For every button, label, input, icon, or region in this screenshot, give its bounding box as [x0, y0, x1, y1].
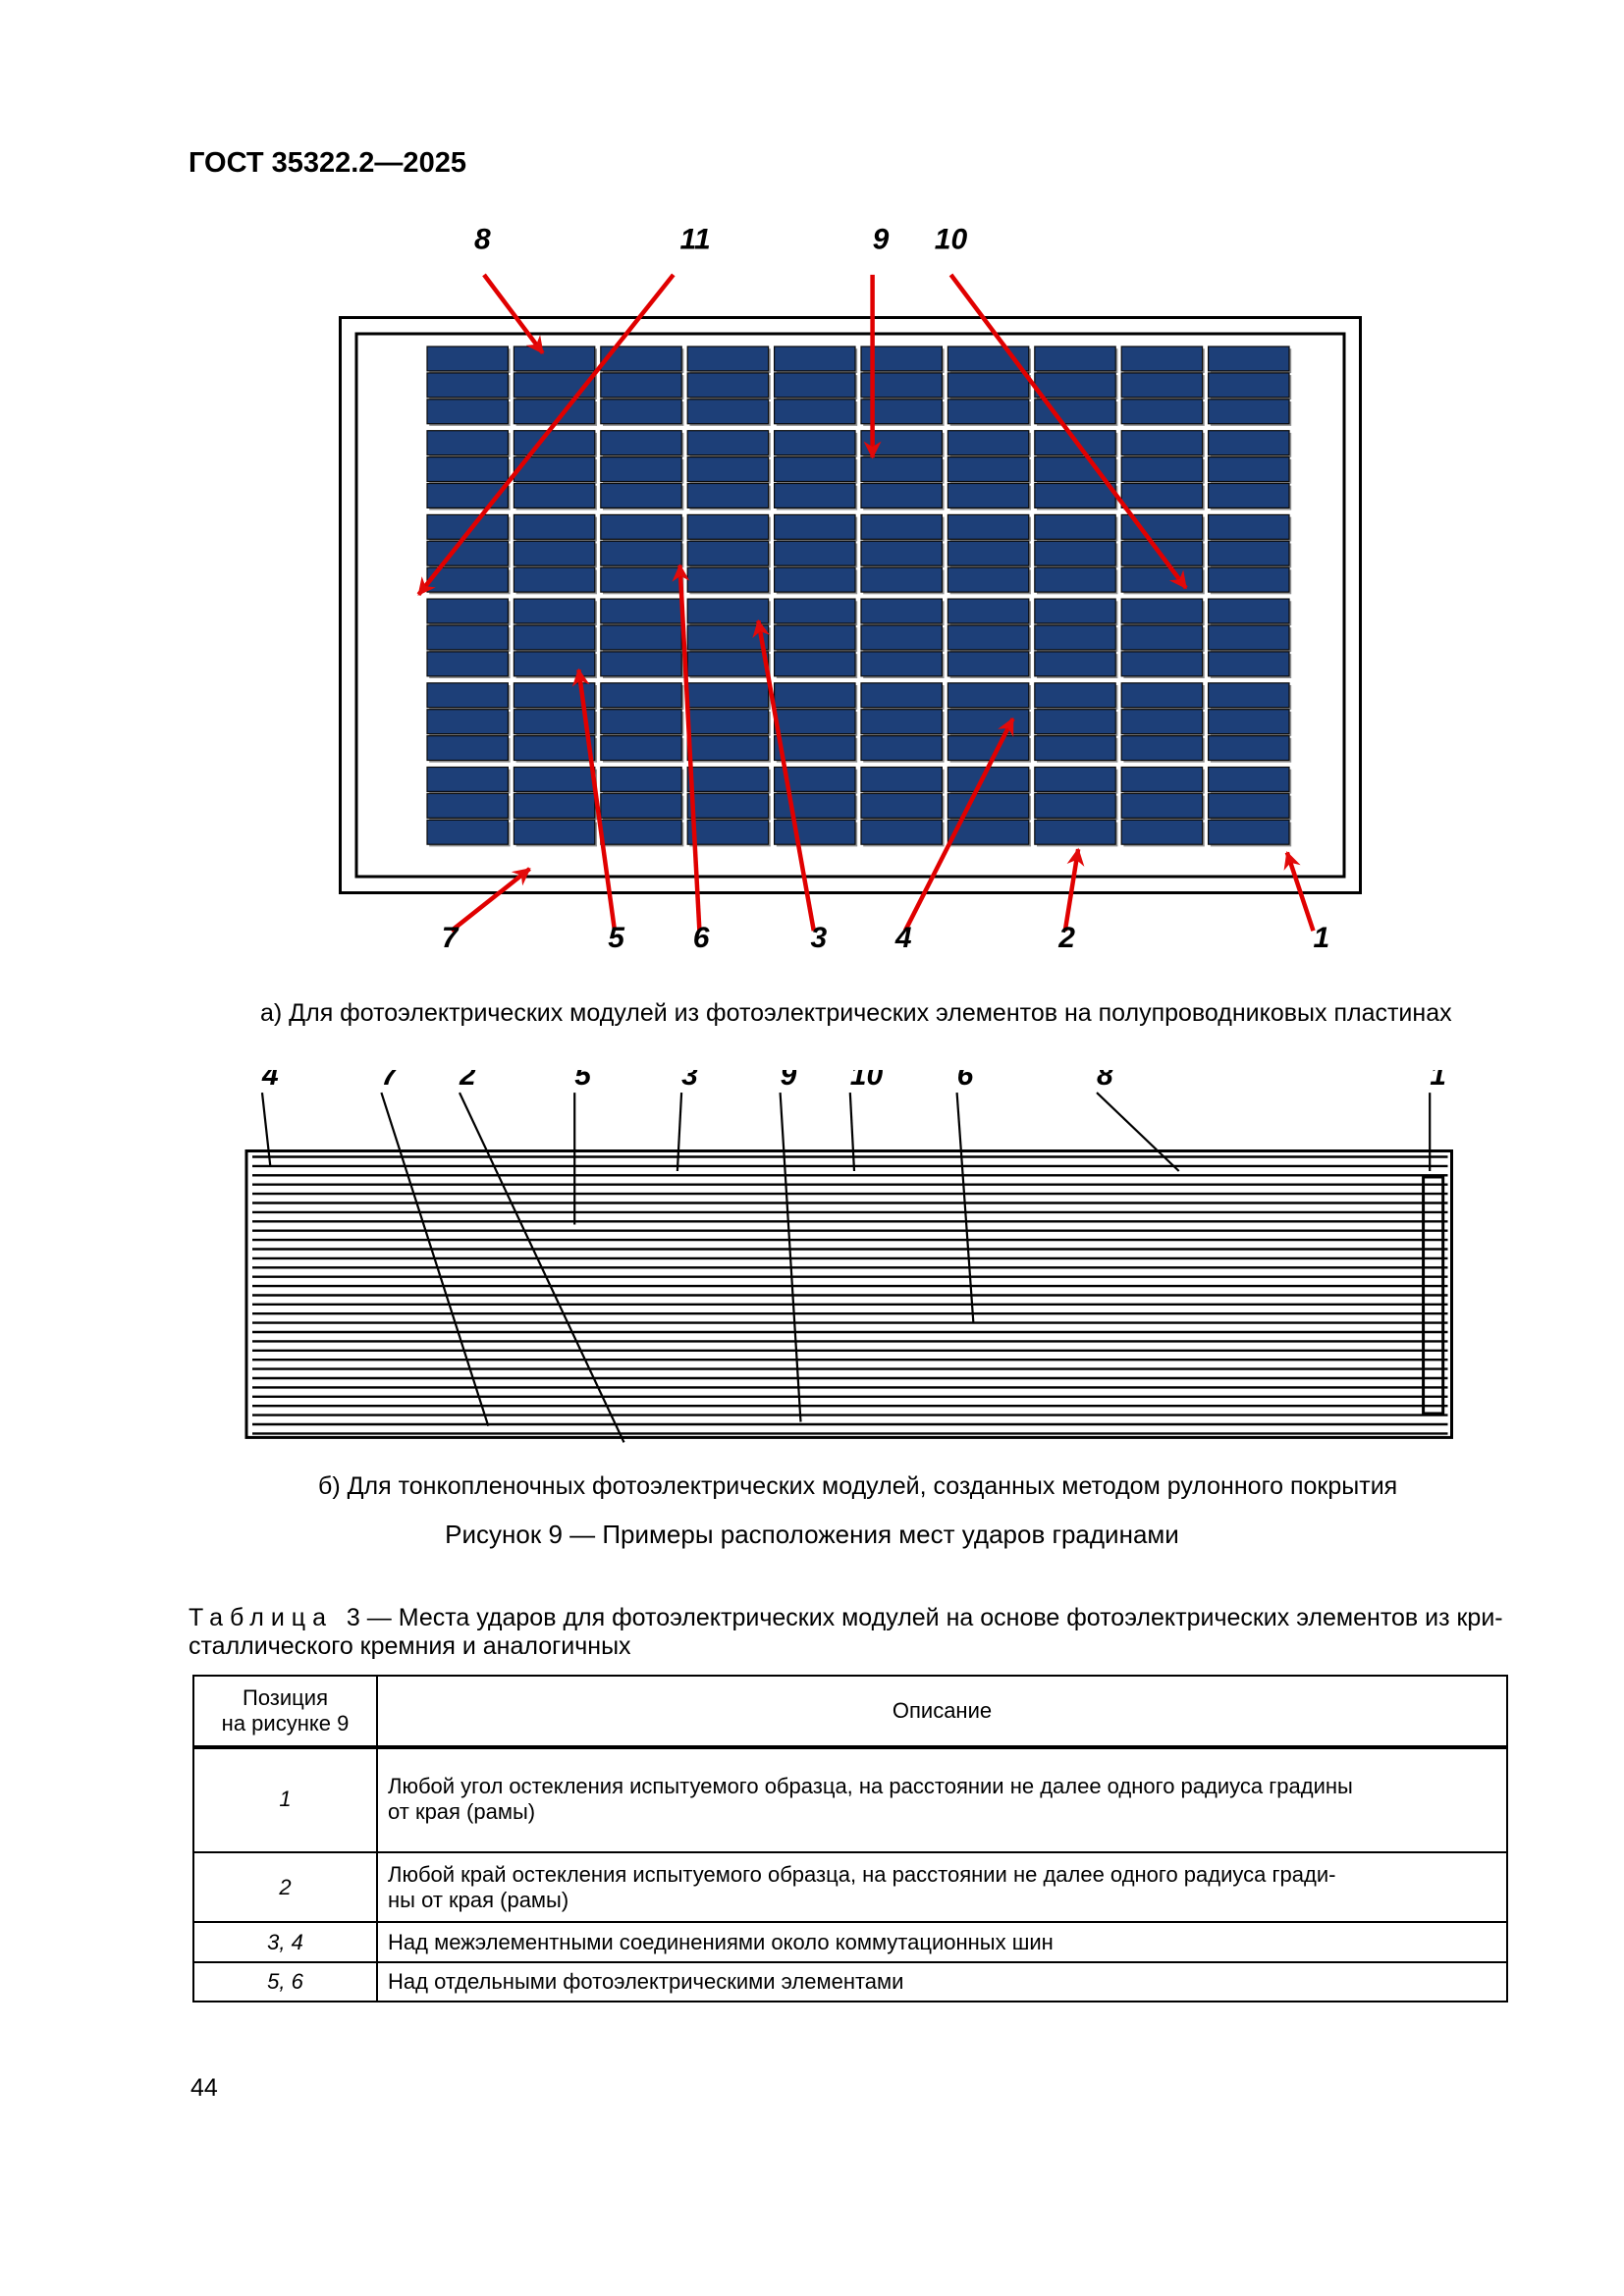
svg-text:7: 7	[381, 1070, 399, 1092]
svg-text:10: 10	[935, 226, 968, 255]
svg-text:10: 10	[850, 1070, 884, 1092]
svg-text:1: 1	[1430, 1070, 1446, 1092]
svg-text:9: 9	[873, 226, 890, 255]
svg-text:5: 5	[574, 1070, 592, 1092]
svg-text:4: 4	[261, 1070, 279, 1092]
svg-text:6: 6	[957, 1070, 974, 1092]
svg-text:8: 8	[1097, 1070, 1113, 1092]
svg-text:9: 9	[781, 1070, 797, 1092]
svg-text:8: 8	[474, 226, 491, 255]
svg-text:11: 11	[680, 226, 711, 255]
svg-text:2: 2	[1057, 922, 1075, 954]
svg-text:1: 1	[1314, 922, 1330, 954]
svg-text:4: 4	[894, 922, 912, 954]
svg-text:2: 2	[459, 1070, 476, 1092]
svg-text:5: 5	[608, 922, 625, 954]
svg-text:6: 6	[693, 922, 710, 954]
svg-text:7: 7	[442, 922, 460, 954]
svg-text:3: 3	[811, 922, 828, 954]
svg-text:3: 3	[681, 1070, 698, 1092]
